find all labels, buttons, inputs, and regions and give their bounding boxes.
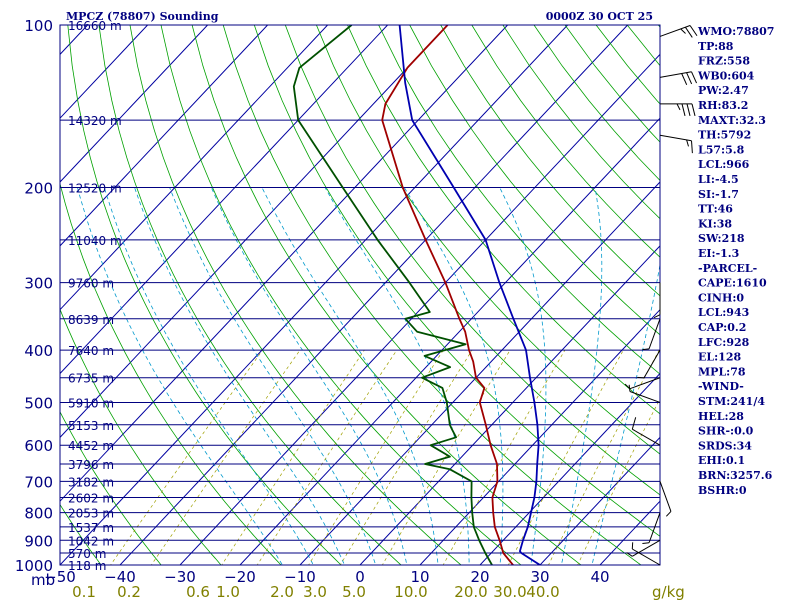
pressure-tick-label: 100 <box>24 17 53 35</box>
index-value: EHI:0.1 <box>698 454 745 467</box>
index-value: -PARCEL- <box>698 262 757 275</box>
index-value: EI:-1.3 <box>698 247 739 260</box>
mixing-ratio-tick-label: 2.0 <box>270 583 294 600</box>
height-label: 5910 m <box>68 396 114 410</box>
height-label: 8639 m <box>68 313 114 327</box>
index-value: TP:88 <box>698 40 734 53</box>
height-label: 1537 m <box>68 521 114 535</box>
temperature-tick-label: 40 <box>590 568 609 586</box>
mixing-ratio-tick-label: 0.1 <box>72 583 96 600</box>
height-label: 7640 m <box>68 344 114 358</box>
index-value: SHR-:0.0 <box>698 425 754 438</box>
mixing-ratio-unit-label: g/kg <box>652 583 685 600</box>
index-value: RH:83.2 <box>698 99 748 112</box>
pressure-tick-label: 900 <box>24 532 53 550</box>
height-label: 6735 m <box>68 372 114 386</box>
mixing-ratio-tick-label: 3.0 <box>303 583 327 600</box>
pressure-tick-label: 400 <box>24 342 53 360</box>
index-value: LCL:966 <box>698 158 750 171</box>
mixing-ratio-tick-label: 1.0 <box>216 583 240 600</box>
index-value: LCL:943 <box>698 306 749 319</box>
mixing-ratio-tick-label: 10.0 <box>394 583 427 600</box>
index-value: EL:128 <box>698 351 741 364</box>
index-value: L57:5.8 <box>698 143 745 156</box>
height-label: 4452 m <box>68 439 114 453</box>
index-value: WMO:78807 <box>697 25 774 38</box>
pressure-tick-label: 600 <box>24 437 53 455</box>
index-value: KI:38 <box>698 217 732 230</box>
height-label: 5153 m <box>68 419 114 433</box>
pressure-tick-label: 700 <box>24 473 53 491</box>
index-value: CINH:0 <box>698 291 744 304</box>
index-value: -WIND- <box>698 380 744 393</box>
mixing-ratio-tick-label: 30.0 <box>493 583 526 600</box>
mixing-ratio-tick-label: 20.0 <box>454 583 487 600</box>
index-value: SRDS:34 <box>698 439 752 452</box>
valid-time: 0000Z 30 OCT 25 <box>546 10 653 23</box>
height-label: 12520 m <box>68 182 122 196</box>
index-value: HEL:28 <box>698 410 744 423</box>
index-value: WB0:604 <box>697 69 755 82</box>
index-value: TT:46 <box>698 203 733 216</box>
index-value: FRZ:558 <box>698 55 750 68</box>
pressure-tick-label: 300 <box>24 275 53 293</box>
height-label: 11040 m <box>68 234 122 248</box>
mixing-ratio-tick-label: 0.2 <box>117 583 141 600</box>
height-label: 3796 m <box>68 458 114 472</box>
index-value: LFC:928 <box>698 336 750 349</box>
index-value: BRN:3257.6 <box>698 469 773 482</box>
pressure-tick-label: 500 <box>24 394 53 412</box>
mixing-ratio-tick-label: 5.0 <box>342 583 366 600</box>
index-value: TH:5792 <box>698 129 751 142</box>
index-value: STM:241/4 <box>698 395 765 408</box>
station-title: MPCZ (78807) Sounding <box>66 10 219 23</box>
height-label: 2053 m <box>68 507 114 521</box>
mixing-ratio-tick-label: 0.6 <box>186 583 210 600</box>
index-value: MAXT:32.3 <box>698 114 766 127</box>
index-value: SI:-1.7 <box>698 188 739 201</box>
index-value: BSHR:0 <box>698 484 747 497</box>
pressure-tick-label: 800 <box>24 505 53 523</box>
height-label: 9760 m <box>68 277 114 291</box>
index-value: CAPE:1610 <box>698 277 767 290</box>
index-value: MPL:78 <box>698 365 746 378</box>
mixing-ratio-tick-label: 40.0 <box>526 583 559 600</box>
height-label: 14320 m <box>68 114 122 128</box>
height-label: 3182 m <box>68 475 114 489</box>
index-value: SW:218 <box>698 232 745 245</box>
index-value: CAP:0.2 <box>698 321 746 334</box>
height-label: 2602 m <box>68 492 114 506</box>
index-value: PW:2.47 <box>698 84 749 97</box>
pressure-tick-label: 200 <box>24 180 53 198</box>
index-value: LI:-4.5 <box>698 173 739 186</box>
pressure-unit-label: mb <box>31 571 55 589</box>
